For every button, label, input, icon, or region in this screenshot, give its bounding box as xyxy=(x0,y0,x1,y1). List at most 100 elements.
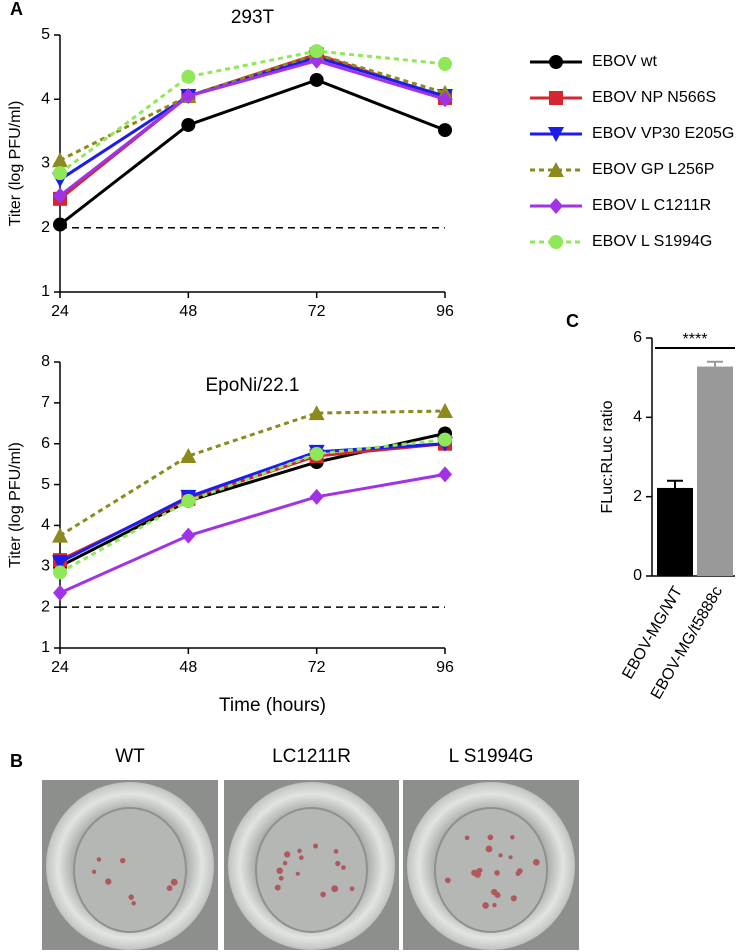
plaque xyxy=(492,902,497,908)
plaque xyxy=(341,865,346,870)
plaque xyxy=(510,895,517,902)
x-tick-label: 48 xyxy=(179,303,197,320)
y-tick-label: 4 xyxy=(41,517,50,534)
plaque xyxy=(482,902,489,909)
x-tick-label: 24 xyxy=(51,659,69,676)
series-line xyxy=(59,442,446,564)
plaque xyxy=(299,855,304,861)
marker xyxy=(53,584,67,601)
y-tick-label: 4 xyxy=(633,409,642,426)
y-tick-label: 0 xyxy=(633,567,642,584)
plaque xyxy=(295,871,300,876)
plaque xyxy=(284,851,291,858)
marker xyxy=(180,447,197,463)
marker xyxy=(438,56,452,71)
plaque xyxy=(516,868,523,874)
series-line xyxy=(59,49,446,175)
plaque xyxy=(508,855,513,860)
panel-label: C xyxy=(566,311,579,331)
plaque xyxy=(313,843,319,849)
legend-label: EBOV GP L256P xyxy=(592,161,714,178)
plaque xyxy=(274,884,281,891)
x-tick-label: 72 xyxy=(308,659,326,676)
chart-title: 293T xyxy=(231,7,275,28)
plaque xyxy=(491,888,498,896)
well-bottom xyxy=(434,807,548,933)
marker xyxy=(548,127,564,142)
series-line xyxy=(59,59,446,197)
plaque xyxy=(333,849,339,854)
y-tick-label: 6 xyxy=(633,329,642,346)
plaque xyxy=(494,870,500,876)
panel-label: B xyxy=(10,751,23,771)
marker xyxy=(52,527,68,543)
y-axis-label: FLuc:RLuc ratio xyxy=(599,400,616,513)
series-line xyxy=(59,472,446,595)
marker xyxy=(181,527,196,544)
series-line xyxy=(59,409,446,537)
plaque xyxy=(471,869,478,876)
y-tick-label: 2 xyxy=(633,488,642,505)
image-label: LC1211R xyxy=(272,746,351,767)
marker xyxy=(308,405,325,421)
y-tick-label: 5 xyxy=(41,26,50,43)
x-tick-label: 96 xyxy=(436,659,454,676)
legend-label: EBOV VP30 E205G xyxy=(592,125,734,142)
marker xyxy=(438,432,452,447)
bar xyxy=(697,366,733,576)
y-tick-label: 6 xyxy=(41,435,50,452)
x-tick-label: 72 xyxy=(308,303,326,320)
legend-label: EBOV NP N566S xyxy=(592,89,716,106)
well-bottom xyxy=(73,807,187,933)
series-line xyxy=(59,438,446,574)
plaque xyxy=(335,860,341,867)
plaque xyxy=(170,878,178,886)
marker xyxy=(438,123,452,138)
marker xyxy=(438,466,452,483)
marker xyxy=(549,198,563,214)
plaque xyxy=(349,886,355,892)
marker xyxy=(181,117,196,132)
significance-label: **** xyxy=(683,331,708,348)
plaque xyxy=(276,867,283,874)
plaque xyxy=(320,891,326,898)
marker xyxy=(181,88,196,105)
bar xyxy=(657,487,693,576)
plaque xyxy=(119,857,126,864)
legend-label: EBOV L S1994G xyxy=(592,233,712,250)
image-label: L S1994G xyxy=(449,746,534,767)
legend-label: EBOV L C1211R xyxy=(592,197,711,214)
y-tick-label: 5 xyxy=(41,476,50,493)
marker xyxy=(549,91,563,105)
marker xyxy=(52,555,68,571)
y-tick-label: 7 xyxy=(41,394,50,411)
series-line xyxy=(59,442,446,562)
x-tick-label: 24 xyxy=(51,303,69,320)
marker xyxy=(438,91,452,108)
plaque xyxy=(485,845,493,853)
x-tick-label: EBOV-MG/t5888c xyxy=(648,584,726,703)
plaque xyxy=(282,860,288,866)
plaque xyxy=(166,885,173,892)
image-label: WT xyxy=(115,746,145,767)
marker xyxy=(309,44,324,59)
y-tick-label: 3 xyxy=(41,155,50,172)
plaque xyxy=(331,885,339,893)
plaque xyxy=(128,894,134,900)
panel-label: A xyxy=(10,0,23,19)
marker xyxy=(181,69,196,84)
x-axis-label: Time (hours) xyxy=(219,695,326,716)
y-tick-label: 1 xyxy=(41,283,50,300)
marker xyxy=(53,217,67,232)
y-tick-label: 2 xyxy=(41,219,50,236)
y-axis-label: Titer (log PFU/ml) xyxy=(7,101,24,227)
y-tick-label: 3 xyxy=(41,558,50,575)
error-bar xyxy=(667,479,683,488)
plaque xyxy=(533,858,540,866)
marker xyxy=(309,446,324,461)
x-tick-label: 96 xyxy=(436,303,454,320)
marker xyxy=(309,72,324,87)
y-tick-label: 8 xyxy=(41,353,50,370)
plaque xyxy=(278,875,284,881)
